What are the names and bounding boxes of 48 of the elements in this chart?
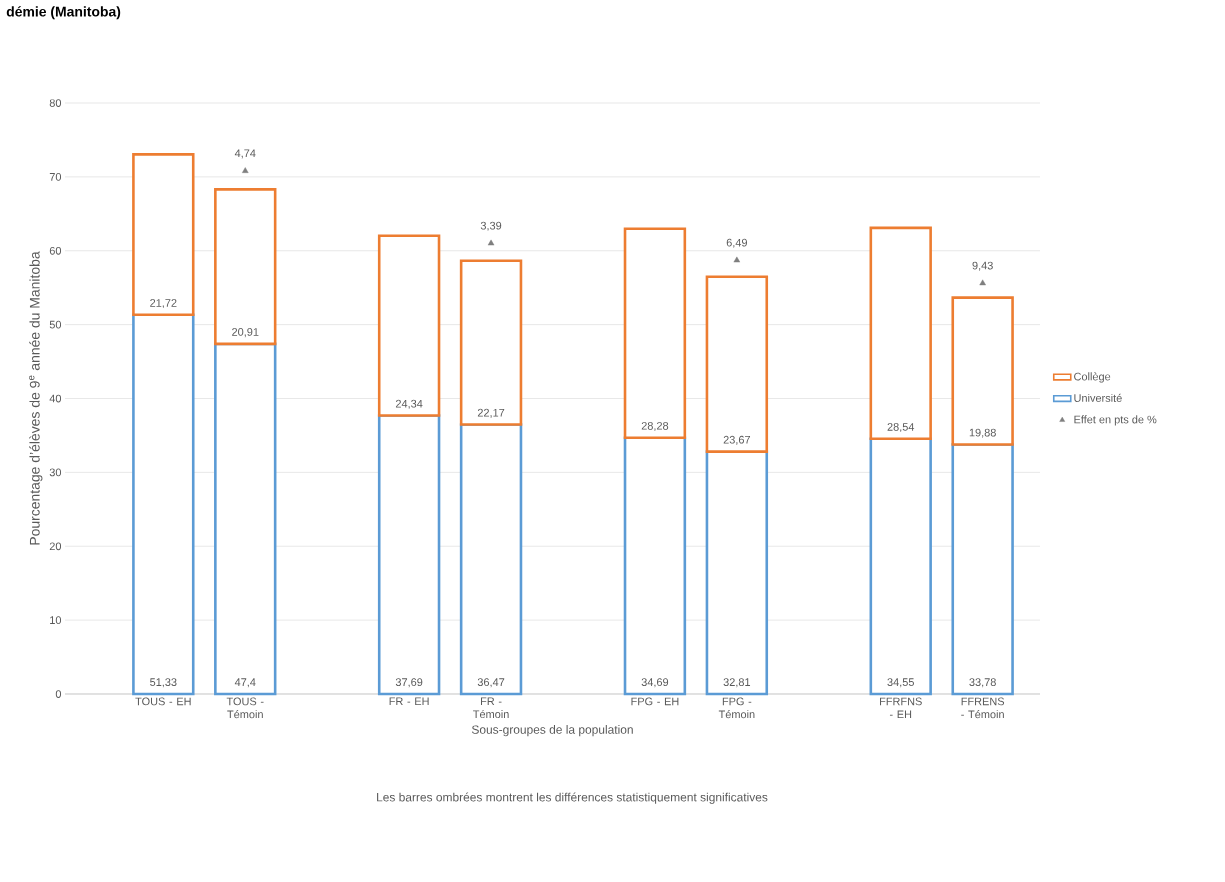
data-label: 36,47 [477,678,505,688]
y-axis-title: Pourcentage d’élèves de 9$^{e}$ année du Manitoba [29,251,43,545]
x-tick-label: TOUS - EH [135,697,191,706]
x-tick-label: FPG - Témoin [718,697,755,719]
y-tick-label: 70 [49,173,62,181]
point [242,167,249,173]
y-tick-label: 60 [49,246,62,255]
x-tick-label: FR - Témoin [473,697,509,719]
data-label: 28,54 [887,423,915,433]
point [487,239,495,246]
y-tick-label: 10 [50,616,62,624]
data-label: 33,78 [969,678,996,688]
data-label: 20,91 [232,328,259,338]
data-label: 22,17 [477,408,505,418]
data-label: 51,33 [150,678,177,688]
point [979,279,986,286]
data-label: 34,55 [887,678,914,688]
chart-title: démie (Manitoba) [6,6,121,20]
data-label: 19,88 [969,428,996,438]
data-label: 28,28 [641,421,669,432]
x-tick-label: FR - EH [389,697,429,706]
y-tick-label: 20 [49,542,62,551]
text: Les barres ombrées montrent les différences statistiquement significatives [377,792,768,804]
y-tick-label: 30 [49,468,62,477]
legend-label: Université [1074,393,1122,402]
y-tick-label: 50 [49,320,62,329]
data-label: 37,69 [395,678,423,688]
x-axis-title: Sous-groupes de la population [471,725,633,737]
x-tick-label: FFRFNS - EH [880,697,922,719]
annotation: 3,39 [480,221,502,231]
data-label: 32,81 [723,678,751,688]
data-label: 21,72 [150,299,177,309]
annotation: 6,49 [726,238,747,248]
x-tick-label: FFRENS - Témoin [961,697,1005,719]
y-tick-label: 0 [55,690,62,698]
y-tick-label: 40 [49,394,62,403]
data-label: 23,67 [723,435,751,445]
data-label: 47,4 [234,678,256,688]
point [733,256,741,263]
x-tick-label: TOUS - Témoin [226,697,264,719]
data-label: 24,34 [395,399,423,409]
data-label: 34,69 [641,678,669,688]
annotation: 4,74 [234,149,256,159]
legend-label: Collège [1074,372,1111,383]
y-tick-label: 80 [49,99,62,107]
x-tick-label: FPG - EH [631,697,679,706]
legend-label: Effet en pts de % [1074,415,1157,426]
annotation: 9,43 [972,261,993,271]
